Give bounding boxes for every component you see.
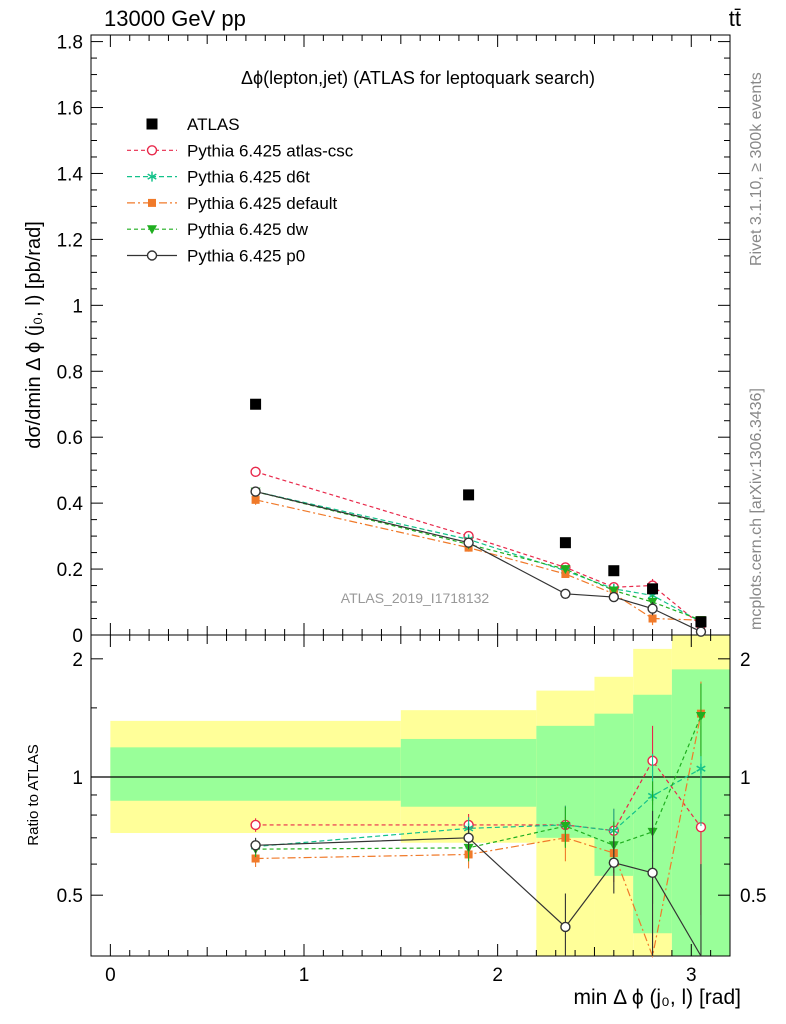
y-tick-label: 1 xyxy=(72,296,83,317)
atlas-point xyxy=(250,398,262,410)
chart-title: Δϕ(lepton,jet) (ATLAS for leptoquark sea… xyxy=(241,68,595,88)
axis-ticks: 0 0.2 0.4 0.6 0.8 1 1.2 1.4 1.6 1.8 0 1 2 3 0.5 0.5 1 1 2 2 xyxy=(57,33,767,986)
data-marks xyxy=(250,398,707,959)
atlas-point xyxy=(559,537,571,549)
ratio-series-line xyxy=(255,715,702,850)
ratio-tick-label-right: 2 xyxy=(740,650,751,671)
process-label: tt̄ xyxy=(729,6,741,31)
ratio-point xyxy=(250,819,261,831)
legend: ATLAS Pythia 6.425 atlas-csc Pythia 6.425 … xyxy=(127,115,354,266)
y-tick-label: 1.6 xyxy=(57,99,83,120)
series-line xyxy=(255,491,702,621)
legend-marker xyxy=(148,198,156,207)
data-point xyxy=(251,495,260,504)
ratio-point xyxy=(608,857,620,868)
legend-marker xyxy=(147,225,157,235)
atlas-point xyxy=(647,583,659,595)
y-tick-label: 0 xyxy=(72,626,83,647)
y-tick-label: 1.8 xyxy=(57,33,83,54)
legend-label: Pythia 6.425 dw xyxy=(187,220,309,239)
data-point xyxy=(647,603,658,614)
x-tick-label: 2 xyxy=(492,965,503,986)
ratio-point xyxy=(560,921,571,933)
green-band-1 xyxy=(400,738,537,807)
legend-label: Pythia 6.425 atlas-csc xyxy=(187,141,354,160)
x-tick-label: 0 xyxy=(105,965,116,986)
ratio-point xyxy=(695,712,706,722)
rivet-label: Rivet 3.1.10, ≥ 300k events xyxy=(748,72,765,266)
ratio-point xyxy=(696,763,706,774)
y-tick-label: 0.6 xyxy=(57,428,83,449)
legend-label: ATLAS xyxy=(187,115,240,134)
x-tick-label: 3 xyxy=(686,965,697,986)
ratio-tick-label: 0.5 xyxy=(57,886,83,907)
atlas-data xyxy=(250,398,707,628)
energy-label: 13000 GeV pp xyxy=(104,6,246,31)
legend-marker xyxy=(146,118,158,130)
ratio-series-line xyxy=(255,768,702,848)
legend-marker xyxy=(147,171,157,182)
ratio-tick-label: 1 xyxy=(72,768,83,789)
atlas-point xyxy=(695,616,707,628)
y-tick-label: 1.4 xyxy=(57,164,84,185)
ratio-point xyxy=(251,854,260,863)
atlas-point xyxy=(463,489,475,501)
ratio-y-axis-label: Ratio to ATLAS xyxy=(25,744,42,845)
ratio-point xyxy=(647,867,658,879)
data-point xyxy=(608,591,620,603)
series-4 xyxy=(250,486,707,957)
y-axis-label: dσ/dmin Δ ϕ (j₀, l) [pb/rad] xyxy=(23,221,45,449)
data-point xyxy=(250,486,261,497)
series-line xyxy=(255,471,702,626)
ratio-frame xyxy=(90,634,731,957)
x-tick-label: 1 xyxy=(299,965,310,986)
ratio-series-line xyxy=(255,759,702,832)
data-point xyxy=(608,586,619,596)
green-band-0 xyxy=(110,747,401,801)
axes xyxy=(90,34,731,957)
data-point xyxy=(560,565,571,575)
legend-label: Pythia 6.425 default xyxy=(187,194,338,213)
y-tick-label: 1.2 xyxy=(57,230,83,251)
y-tick-label: 0.2 xyxy=(57,560,83,581)
ratio-tick-label-right: 1 xyxy=(740,768,751,789)
x-axis-label: min Δ ϕ (j₀, l) [rad] xyxy=(573,986,741,1009)
atlas-point xyxy=(608,565,620,577)
series-line xyxy=(255,491,702,633)
data-point xyxy=(250,466,261,478)
series-line xyxy=(255,499,701,621)
legend-marker xyxy=(146,145,158,156)
ratio-point xyxy=(463,832,474,844)
legend-label: Pythia 6.425 p0 xyxy=(187,247,305,266)
ratio-series-line xyxy=(255,837,702,957)
ratio-series-line xyxy=(255,713,702,959)
y-tick-label: 0.8 xyxy=(57,362,83,383)
ratio-point xyxy=(560,822,571,832)
y-tick-label: 0.4 xyxy=(57,494,84,515)
data-point xyxy=(648,614,657,623)
ratio-tick-label: 2 xyxy=(72,650,83,671)
ratio-tick-label-right: 0.5 xyxy=(740,886,766,907)
legend-marker xyxy=(146,250,158,261)
legend-label: Pythia 6.425 d6t xyxy=(187,168,310,187)
data-point xyxy=(463,537,474,548)
mcplots-label: mcplots.cern.ch [arXiv:1306.3436] xyxy=(748,388,765,630)
data-point xyxy=(695,626,707,637)
ratio-uncertainty-bands xyxy=(110,635,730,956)
ratio-point xyxy=(250,840,261,851)
analysis-watermark: ATLAS_2019_I1718132 xyxy=(341,590,490,606)
data-point xyxy=(560,588,571,599)
